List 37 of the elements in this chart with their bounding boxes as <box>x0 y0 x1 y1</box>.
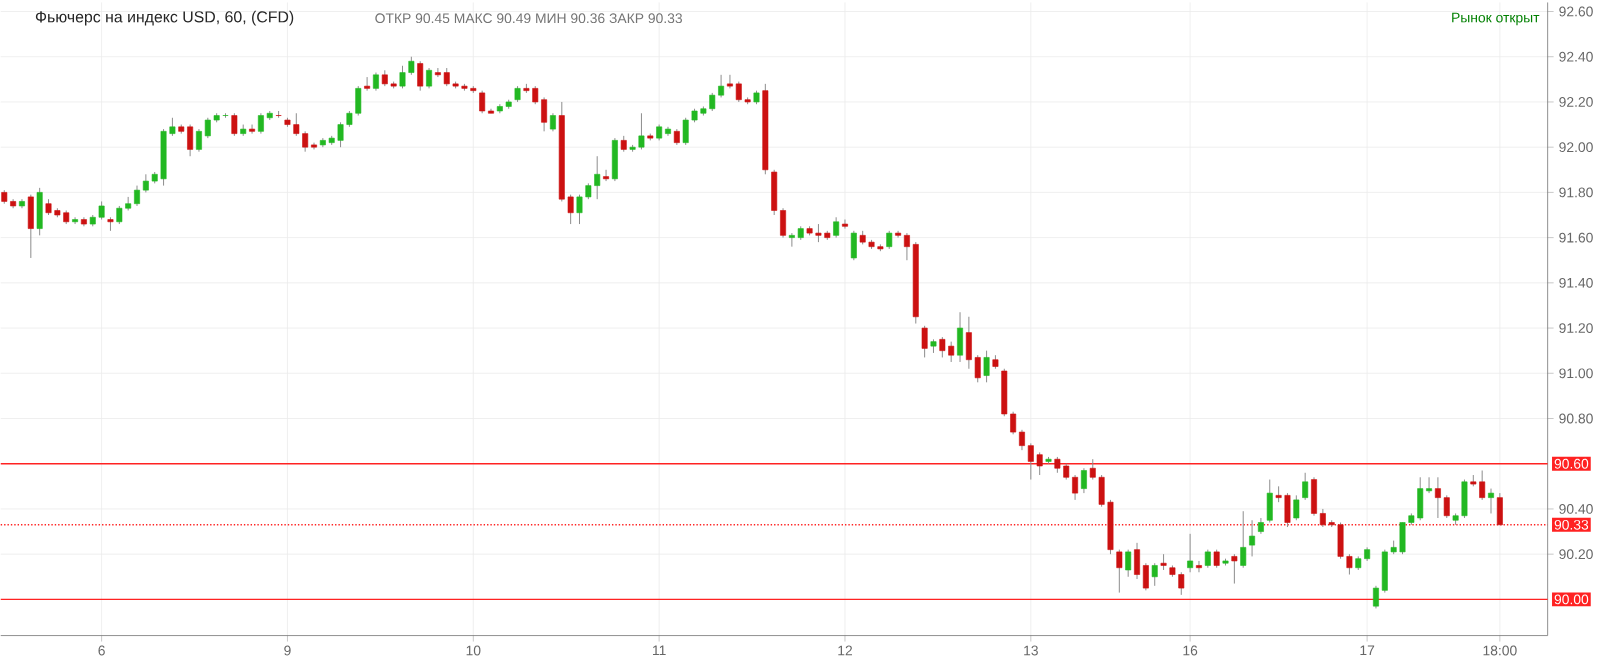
candlestick <box>833 216 840 239</box>
candlestick <box>36 187 43 236</box>
candlestick <box>850 230 857 261</box>
candlestick <box>1080 467 1087 494</box>
candlestick <box>1293 494 1300 521</box>
candlestick <box>921 325 928 358</box>
candlestick <box>1125 549 1132 578</box>
candlestick <box>1443 494 1450 519</box>
candlestick <box>1116 549 1123 594</box>
candlestick <box>1496 492 1503 526</box>
candlestick <box>1187 533 1194 573</box>
candlestick <box>417 60 424 92</box>
candlestick <box>1488 488 1494 514</box>
candlestick <box>550 112 556 132</box>
candlestick <box>1204 549 1211 569</box>
candlestick <box>983 350 990 383</box>
candlestick <box>1231 553 1238 585</box>
candlestick <box>479 90 486 114</box>
candlestick <box>1249 519 1256 557</box>
candlestick <box>611 137 618 182</box>
candlestick <box>1240 510 1247 569</box>
candlestick <box>1302 472 1309 501</box>
candlestick <box>957 311 963 363</box>
candlestick <box>426 67 433 89</box>
candlestick <box>116 205 123 225</box>
candlestick <box>939 336 946 358</box>
candlestick <box>603 169 609 182</box>
candlestick <box>364 76 371 92</box>
candlestick <box>1266 479 1273 524</box>
candlestick <box>1213 549 1220 569</box>
candlestick <box>1151 562 1158 587</box>
candlestick <box>231 112 238 137</box>
candlestick <box>373 72 379 92</box>
candlestick <box>1036 451 1043 476</box>
candlestick <box>27 194 34 259</box>
candlestick <box>886 230 893 250</box>
candlestick <box>1196 560 1202 573</box>
